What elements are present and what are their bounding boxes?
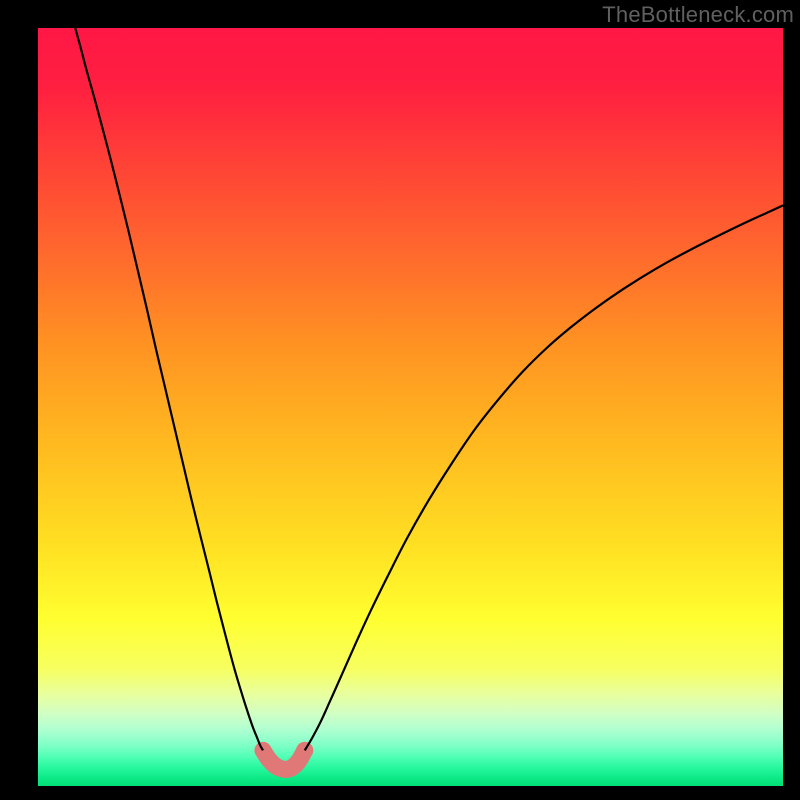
bottleneck-chart xyxy=(38,28,783,786)
chart-svg xyxy=(38,28,783,786)
watermark-text: TheBottleneck.com xyxy=(602,2,794,28)
valley-dot xyxy=(278,761,295,778)
chart-background xyxy=(38,28,783,786)
